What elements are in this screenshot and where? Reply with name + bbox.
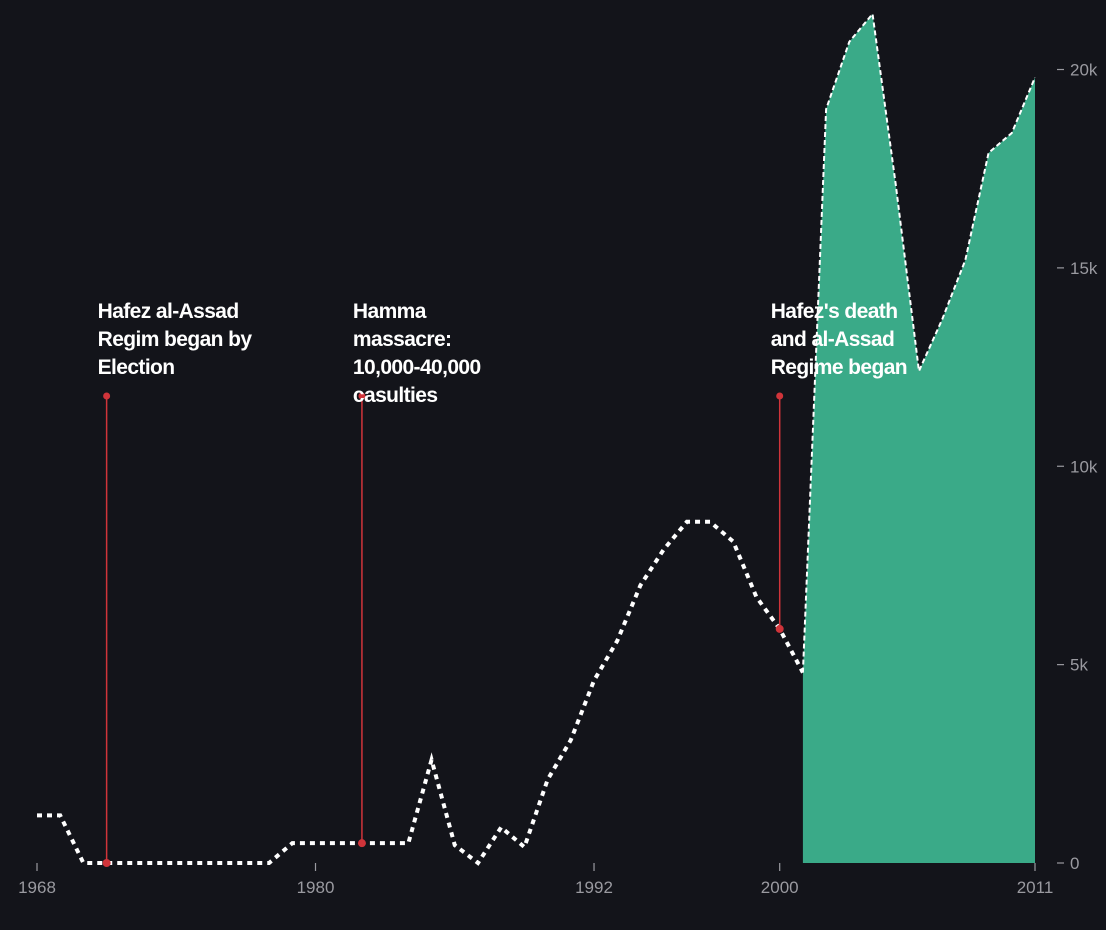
y-tick-label: 10k — [1070, 457, 1098, 476]
annotation-text: and al-Assad — [771, 328, 895, 351]
annotation-text: massacre: — [353, 328, 452, 351]
x-tick-label: 1980 — [297, 878, 335, 897]
annotation-text: Election — [98, 356, 175, 379]
y-tick-label: 5k — [1070, 656, 1088, 675]
y-tick-label: 20k — [1070, 61, 1098, 80]
annotation-text: Regim began by — [98, 328, 253, 351]
annotation-text: Hafez al-Assad — [98, 300, 239, 323]
annotation-text: 10,000-40,000 — [353, 356, 481, 379]
annotation-top-dot — [103, 392, 111, 400]
area-edge — [801, 11, 1036, 673]
annotation-text: Hafez's death — [771, 300, 898, 323]
x-tick-label: 1968 — [18, 878, 56, 897]
annotation-text: casulties — [353, 384, 438, 407]
annotation-text: Hamma — [353, 300, 427, 323]
y-tick-label: 0 — [1070, 854, 1079, 873]
y-tick-label: 15k — [1070, 259, 1098, 278]
annotation-text: Regime began — [771, 356, 907, 379]
x-tick-label: 2000 — [761, 878, 799, 897]
x-tick-label: 1992 — [575, 878, 613, 897]
annotation-dot — [357, 839, 366, 848]
area — [802, 13, 1035, 863]
annotation-top-dot — [776, 392, 784, 400]
annotation-dot — [775, 624, 784, 633]
annotation-dot — [102, 859, 111, 867]
line — [37, 519, 805, 866]
x-tick-label: 2011 — [1017, 878, 1054, 897]
annotation-top-dot — [358, 392, 366, 400]
